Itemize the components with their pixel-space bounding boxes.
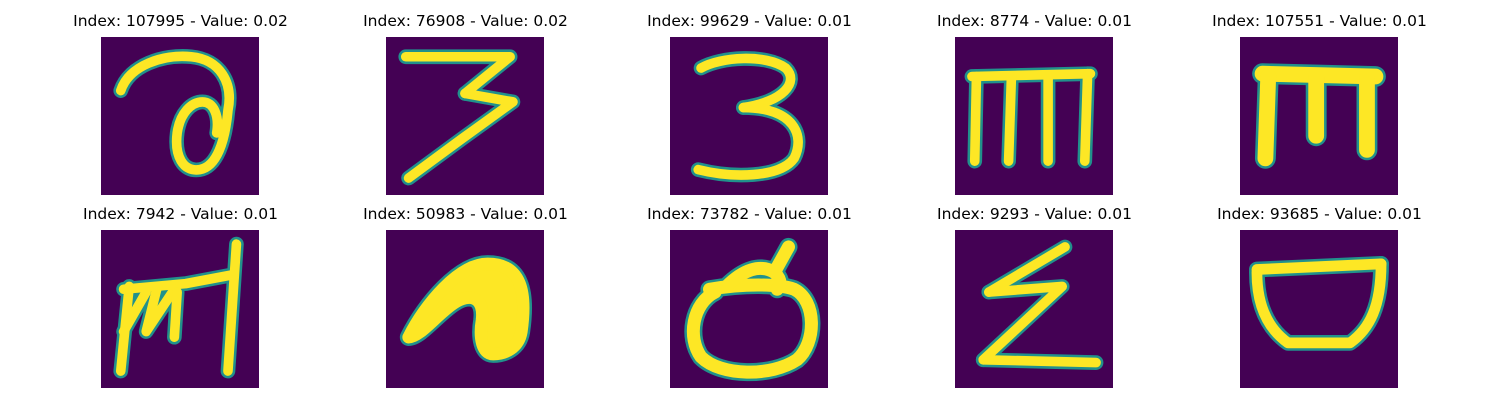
panel-title: Index: 9293 - Value: 0.01: [937, 205, 1132, 223]
stroke-core: [115, 51, 234, 175]
panel-title: Index: 107551 - Value: 0.01: [1212, 12, 1427, 30]
stroke-core: [1251, 258, 1387, 275]
digit-image: [386, 230, 544, 388]
panel-title: Index: 107995 - Value: 0.02: [73, 12, 288, 30]
digit-image: [1240, 230, 1398, 388]
stroke-core: [400, 51, 515, 99]
panel-title: Index: 50983 - Value: 0.01: [363, 205, 568, 223]
digit-image: [670, 37, 828, 195]
panel-10: Index: 93685 - Value: 0.01: [1177, 203, 1462, 393]
stroke-core: [402, 257, 530, 361]
stroke-core: [1251, 258, 1387, 349]
digit-image: [386, 37, 544, 195]
panel-9: Index: 9293 - Value: 0.01: [892, 203, 1177, 393]
panel-6: Index: 7942 - Value: 0.01: [38, 203, 323, 393]
stroke-core: [223, 239, 242, 376]
panel-title: Index: 8774 - Value: 0.01: [937, 12, 1132, 30]
stroke-core: [169, 287, 182, 343]
panel-3: Index: 99629 - Value: 0.01: [607, 10, 892, 200]
panel-7: Index: 50983 - Value: 0.01: [323, 203, 608, 393]
stroke-core: [141, 281, 180, 337]
stroke-core: [693, 102, 803, 180]
stroke-core: [978, 354, 1101, 368]
digit-image: [101, 37, 259, 195]
panel-title: Index: 99629 - Value: 0.01: [647, 12, 852, 30]
panel-title: Index: 93685 - Value: 0.01: [1217, 205, 1422, 223]
panel-title: Index: 7942 - Value: 0.01: [83, 205, 278, 223]
stroke-core: [967, 68, 1096, 82]
stroke-core: [1003, 71, 1017, 166]
digit-image: [955, 37, 1113, 195]
panel-8: Index: 73782 - Value: 0.01: [607, 203, 892, 393]
digit-image: [955, 230, 1113, 388]
panel-1: Index: 107995 - Value: 0.02: [38, 10, 323, 200]
stroke-core: [118, 270, 236, 295]
digit-image: [1240, 37, 1398, 195]
panel-4: Index: 8774 - Value: 0.01: [892, 10, 1177, 200]
stroke-core: [1079, 68, 1093, 166]
stroke-core: [969, 71, 982, 166]
digit-image: [101, 230, 259, 388]
stroke-core: [767, 240, 795, 279]
panel-5: Index: 107551 - Value: 0.01: [1177, 10, 1462, 200]
panel-2: Index: 76908 - Value: 0.02: [323, 10, 608, 200]
stroke-core: [1257, 68, 1277, 167]
stroke-core: [696, 53, 796, 113]
digit-image: [670, 230, 828, 388]
stroke-core: [118, 287, 151, 337]
stroke-core: [984, 242, 1070, 297]
panel-title: Index: 73782 - Value: 0.01: [647, 205, 852, 223]
stroke-core: [403, 88, 518, 183]
stroke-core: [978, 281, 1068, 365]
panel-title: Index: 76908 - Value: 0.02: [363, 12, 568, 30]
